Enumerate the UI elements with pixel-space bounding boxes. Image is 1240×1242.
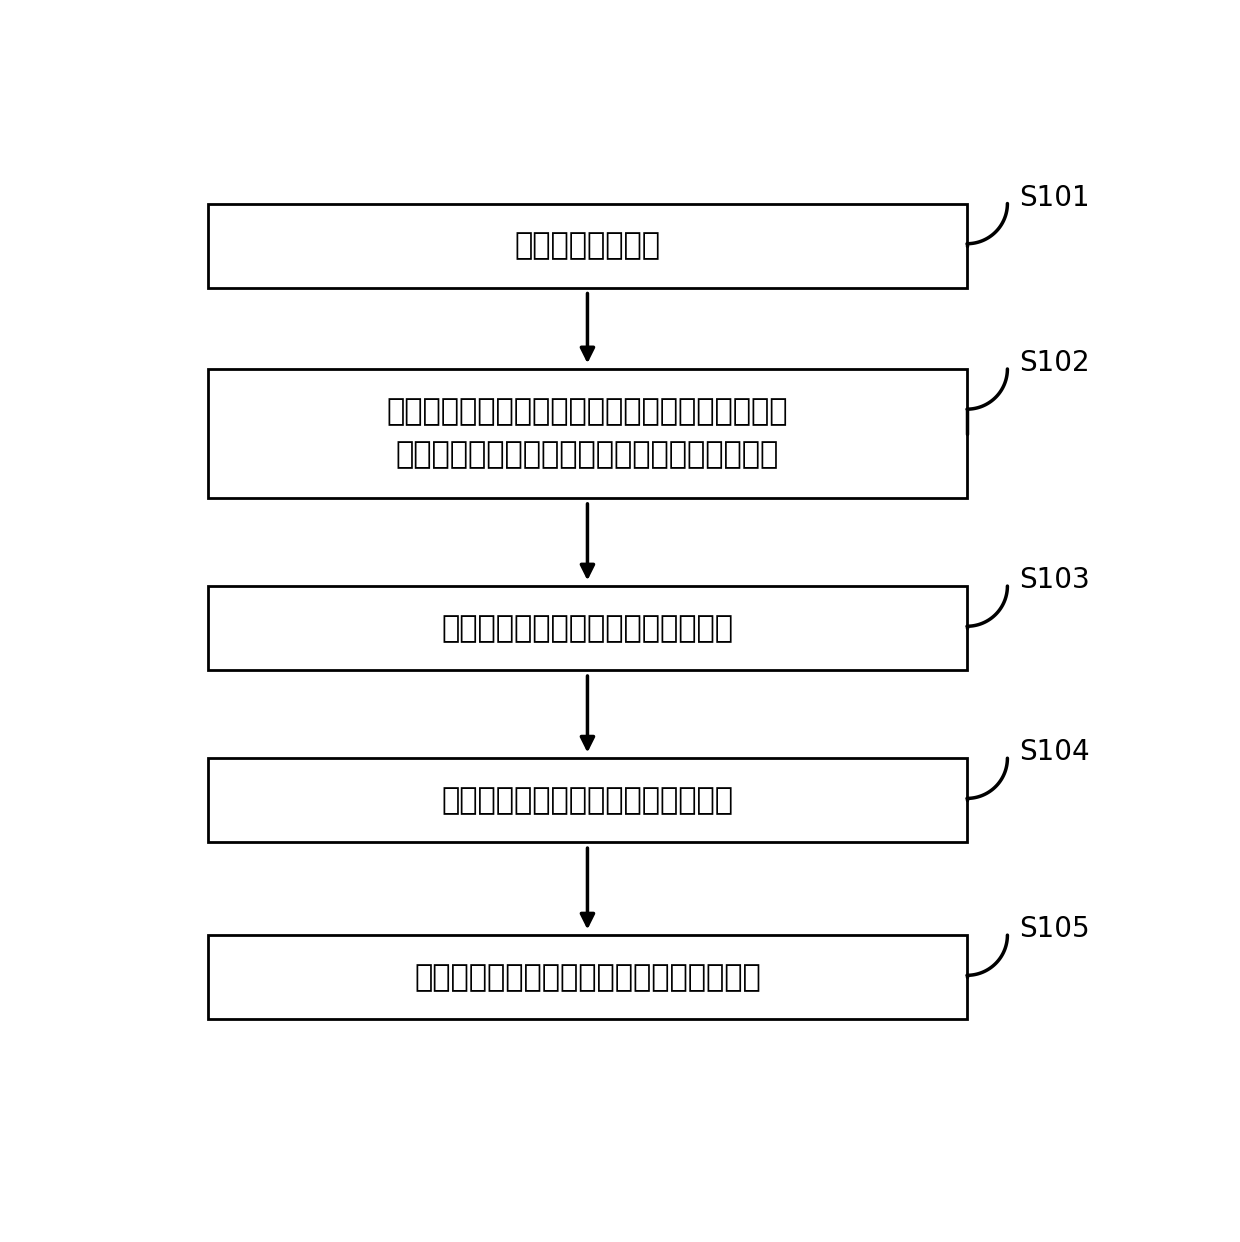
Text: S102: S102	[1019, 349, 1090, 378]
Bar	[208, 758, 967, 842]
Text: 判断矩形感兴趣区域是否为目标感兴趣区域: 判断矩形感兴趣区域是否为目标感兴趣区域	[414, 963, 761, 991]
Text: 获取由单像素轮廓线围成的目标区域: 获取由单像素轮廓线围成的目标区域	[441, 614, 733, 642]
Text: 根据目标区域，获取矩形感兴趣区域: 根据目标区域，获取矩形感兴趣区域	[441, 786, 733, 815]
Bar	[208, 586, 967, 671]
Text: S104: S104	[1019, 738, 1090, 766]
Text: S105: S105	[1019, 915, 1090, 943]
Text: S101: S101	[1019, 184, 1090, 211]
Bar	[208, 204, 967, 288]
Text: S103: S103	[1019, 566, 1090, 594]
Bar	[208, 369, 967, 498]
Text: 读取初始轮廓点集: 读取初始轮廓点集	[515, 231, 661, 260]
Text: 依次对初始轮廓点集内的相邻两个轮廓点之间的矩
形区域进行填充和细化处理，得到单像素轮廓线: 依次对初始轮廓点集内的相邻两个轮廓点之间的矩 形区域进行填充和细化处理，得到单像…	[387, 397, 789, 469]
Bar	[208, 935, 967, 1020]
